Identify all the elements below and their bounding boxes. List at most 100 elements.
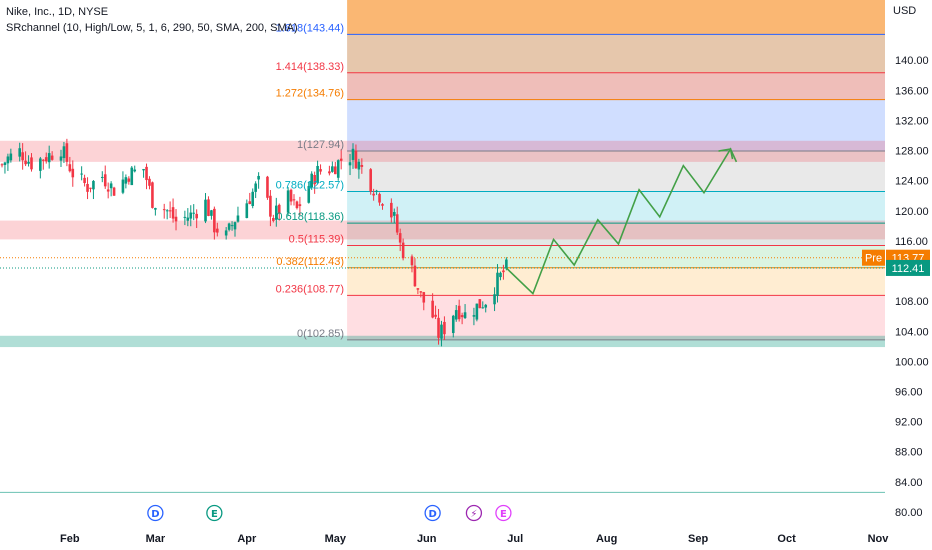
projection <box>505 147 738 296</box>
candle-body <box>183 216 187 218</box>
candle-body <box>401 242 405 259</box>
candle-body <box>83 177 86 184</box>
y-tick-label: 92.00 <box>895 417 923 429</box>
chart-title: Nike, Inc., 1D, NYSE <box>6 6 109 18</box>
candle-body <box>272 217 275 221</box>
candle-body <box>0 164 4 166</box>
candle-body <box>413 265 417 287</box>
candle-body <box>186 217 190 221</box>
candle-body <box>381 204 384 206</box>
candle-body <box>207 199 210 216</box>
candle-body <box>62 146 66 159</box>
fib-zone-1.272 <box>347 72 885 100</box>
candle-body <box>171 207 175 219</box>
candle-body <box>313 175 316 185</box>
candle-body <box>24 160 27 165</box>
candle-body <box>336 160 340 178</box>
candle-body <box>151 182 154 208</box>
y-tick-label: 132.00 <box>895 115 929 127</box>
event-badge-earn1[interactable]: E <box>206 504 223 522</box>
candles <box>0 138 508 347</box>
candle-body <box>354 150 358 169</box>
candle-body <box>162 209 166 211</box>
event-badge-letter: ⚡ <box>470 509 477 520</box>
candle-body <box>251 191 255 206</box>
event-badge-split[interactable]: ⚡ <box>465 504 483 522</box>
time-axis: Feb Mar Apr May Jun Jul Aug Sep Oct Nov <box>0 527 932 550</box>
candle-body <box>204 199 207 222</box>
indicator-label[interactable]: SRchannel (10, High/Low, 5, 1, 6, 290, 5… <box>6 22 298 34</box>
y-tick-label: 136.00 <box>895 85 929 97</box>
fib-label-1.618: 1.618(143.44) <box>276 22 345 34</box>
candle-body <box>130 167 134 186</box>
x-tick-label: Mar <box>146 533 166 545</box>
candle-body <box>475 303 479 320</box>
candle-body <box>89 187 92 189</box>
candle-body <box>65 143 69 162</box>
candle-body <box>328 171 331 174</box>
candle-body <box>92 180 95 190</box>
fib-zone-1.414 <box>347 34 885 73</box>
candle-body <box>298 204 302 207</box>
x-tick-label: Jul <box>507 533 523 545</box>
y-tick-label: 100.00 <box>895 356 929 368</box>
event-badge-letter: D <box>151 509 159 520</box>
fib-zone-0.382 <box>347 245 885 268</box>
candle-body <box>392 212 396 216</box>
fib-lines <box>347 33 885 341</box>
event-badge-div2[interactable]: D <box>424 504 441 522</box>
x-tick-label: Oct <box>777 533 796 545</box>
fib-zone-0.618 <box>347 191 885 224</box>
candle-body <box>236 215 240 222</box>
x-tick-label: Sep <box>688 533 708 545</box>
event-badge-circle <box>424 504 441 522</box>
time-axis-bg <box>0 527 932 550</box>
fib-zone-0.786 <box>347 151 885 192</box>
candle-body <box>499 272 502 278</box>
candle-body <box>100 176 104 178</box>
y-tick-label: 108.00 <box>895 296 929 308</box>
fib-zone-1 <box>347 99 885 152</box>
candle-body <box>316 165 319 184</box>
event-badge-letter: E <box>500 509 507 520</box>
event-badges: D E D ⚡ E <box>147 504 512 522</box>
fib-zone-0 <box>347 295 885 340</box>
candle-body <box>360 164 364 167</box>
candle-body <box>213 208 216 233</box>
y-tick-label: 140.00 <box>895 55 929 67</box>
candle-body <box>390 202 393 218</box>
candle-body <box>18 148 21 157</box>
candle-body <box>154 208 157 210</box>
event-badge-circle <box>147 504 164 522</box>
fib-fills <box>347 0 885 340</box>
candle-body <box>71 168 75 178</box>
event-badge-earn2[interactable]: E <box>495 504 512 522</box>
candle-body <box>165 210 169 212</box>
candle-body <box>502 270 505 273</box>
fib-label-1: 1(127.94) <box>297 139 344 151</box>
candle-body <box>168 210 172 212</box>
fib-label-0.618: 0.618(118.36) <box>276 211 344 223</box>
candle-body <box>378 193 381 203</box>
candle-body <box>86 183 89 192</box>
candle-body <box>248 201 252 204</box>
x-tick-label: Jun <box>417 533 437 545</box>
x-tick-label: Feb <box>60 533 80 545</box>
candle-body <box>416 288 420 290</box>
x-tick-label: Apr <box>237 533 257 545</box>
y-tick-label: 88.00 <box>895 447 923 459</box>
x-tick-label: Nov <box>868 533 890 545</box>
event-badge-div1[interactable]: D <box>147 504 164 522</box>
event-badge-circle <box>495 504 512 522</box>
candle-body <box>422 292 426 303</box>
candle-body <box>21 152 24 161</box>
candle-body <box>443 321 446 335</box>
candle-body <box>454 310 458 320</box>
y-tick-label: 80.00 <box>895 507 923 519</box>
candle-body <box>224 230 228 236</box>
candle-body <box>419 291 423 293</box>
candle-body <box>257 175 260 180</box>
candle-body <box>245 203 249 219</box>
